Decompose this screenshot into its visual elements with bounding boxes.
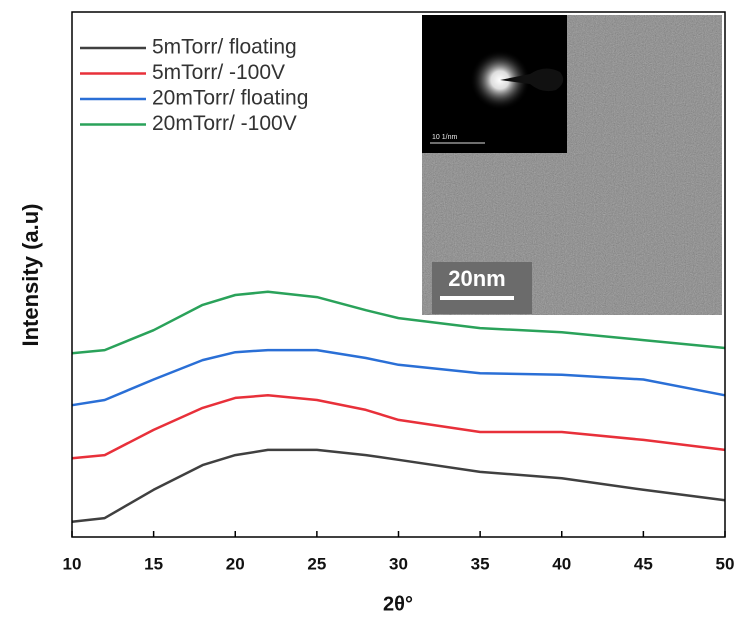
legend-label: 20mTorr/ -100V (152, 112, 297, 135)
diffraction-scale-label: 10 1/nm (432, 134, 457, 141)
series-line (72, 395, 725, 458)
x-tick-label: 40 (552, 554, 571, 573)
x-tick-label: 50 (716, 554, 735, 573)
scale-bar-label: 20nm (448, 266, 505, 291)
series-line (72, 450, 725, 522)
chart: 20nm 10 1/nm 2θ° Intensity (a.u) 10 15 20 2… (0, 0, 743, 626)
x-tick-label: 35 (471, 554, 490, 573)
plot-area (72, 292, 725, 522)
x-axis-label: 2θ° (383, 593, 413, 615)
x-tick-label: 15 (144, 554, 163, 573)
legend-label: 20mTorr/ floating (152, 87, 308, 110)
x-tick-label: 25 (307, 554, 326, 573)
series-line (72, 350, 725, 405)
x-tick-label: 20 (226, 554, 245, 573)
legend-label: 5mTorr/ -100V (152, 61, 285, 84)
x-tick-label: 45 (634, 554, 653, 573)
x-tick-label: 10 (63, 554, 82, 573)
x-tick-label: 30 (389, 554, 408, 573)
y-axis-label: Intensity (a.u) (18, 203, 43, 346)
legend-label: 5mTorr/ floating (152, 36, 297, 59)
